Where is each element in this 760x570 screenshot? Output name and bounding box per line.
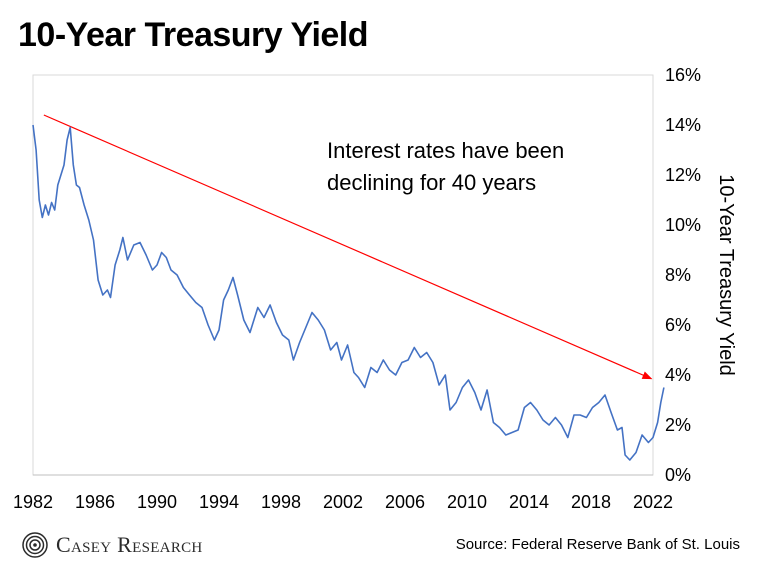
y-tick-label: 14%: [665, 115, 701, 135]
x-tick-labels: 1982 1986 1990 1994 1998 2002 2006 2010 2014 2018…: [13, 492, 673, 512]
annotation-line-1: Interest rates have been: [327, 138, 564, 163]
y-axis-title: 10-Year Treasury Yield: [715, 174, 737, 376]
y-tick-label: 6%: [665, 315, 691, 335]
y-tick-label: 4%: [665, 365, 691, 385]
x-tick-label: 2006: [385, 492, 425, 512]
y-tick-label: 8%: [665, 265, 691, 285]
trend-arrow: [43, 114, 653, 380]
x-tick-label: 2022: [633, 492, 673, 512]
series-line-10y-yield: [32, 124, 665, 461]
x-tick-label: 1982: [13, 492, 53, 512]
x-tick-label: 2010: [447, 492, 487, 512]
y-tick-label: 12%: [665, 165, 701, 185]
annotation-line-2: declining for 40 years: [327, 170, 536, 195]
chart-title: 10-Year Treasury Yield: [18, 16, 369, 54]
x-tick-label: 2002: [323, 492, 363, 512]
x-tick-label: 2014: [509, 492, 549, 512]
y-tick-label: 2%: [665, 415, 691, 435]
x-tick-label: 1986: [75, 492, 115, 512]
brand-logo: Casey Research: [20, 530, 203, 560]
x-tick-label: 1998: [261, 492, 301, 512]
y-tick-labels: 0% 2% 4% 6% 8% 10% 12% 14% 16%: [665, 65, 701, 485]
y-tick-label: 10%: [665, 215, 701, 235]
source-note: Source: Federal Reserve Bank of St. Loui…: [455, 536, 740, 553]
y-tick-label: 16%: [665, 65, 701, 85]
spiral-logo-icon: [22, 532, 48, 558]
plot-frame: [32, 74, 654, 476]
x-tick-label: 2018: [571, 492, 611, 512]
y-tick-label: 0%: [665, 465, 691, 485]
x-tick-label: 1990: [137, 492, 177, 512]
brand-name: Casey Research: [56, 532, 203, 557]
x-tick-label: 1994: [199, 492, 239, 512]
